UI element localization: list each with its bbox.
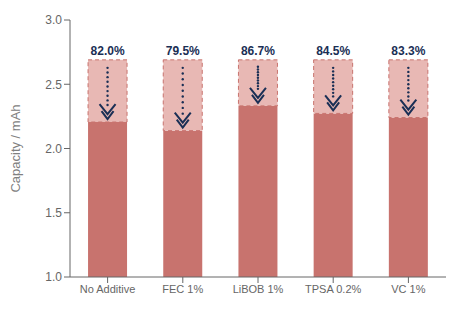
svg-text:3.0: 3.0 bbox=[45, 13, 62, 27]
svg-text:No Additive: No Additive bbox=[80, 283, 136, 295]
svg-text:84.5%: 84.5% bbox=[316, 44, 350, 58]
svg-text:1.5: 1.5 bbox=[45, 206, 62, 220]
svg-text:2.5: 2.5 bbox=[45, 78, 62, 92]
svg-text:LiBOB 1%: LiBOB 1% bbox=[233, 283, 284, 295]
svg-text:79.5%: 79.5% bbox=[166, 44, 200, 58]
svg-text:86.7%: 86.7% bbox=[241, 44, 275, 58]
svg-text:2.0: 2.0 bbox=[45, 142, 62, 156]
svg-text:FEC 1%: FEC 1% bbox=[162, 283, 203, 295]
svg-text:TPSA 0.2%: TPSA 0.2% bbox=[305, 283, 361, 295]
svg-text:83.3%: 83.3% bbox=[391, 44, 425, 58]
svg-text:Capacity / mAh: Capacity / mAh bbox=[8, 104, 23, 192]
svg-text:VC 1%: VC 1% bbox=[391, 283, 425, 295]
svg-text:82.0%: 82.0% bbox=[91, 44, 125, 58]
svg-text:1.0: 1.0 bbox=[45, 270, 62, 284]
